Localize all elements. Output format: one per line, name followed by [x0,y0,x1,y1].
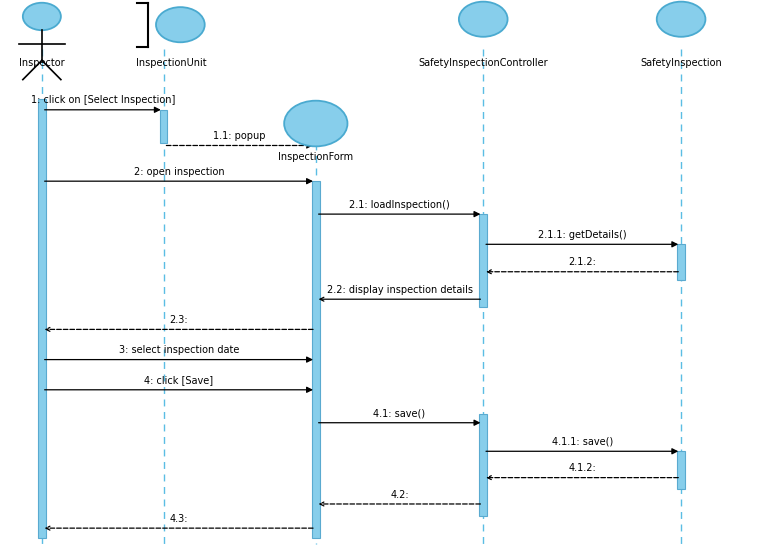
Bar [312,181,320,538]
Bar [479,214,487,307]
Text: 4: click [Save]: 4: click [Save] [145,376,213,385]
Bar [677,451,685,489]
Text: 4.1.1: save(): 4.1.1: save() [552,437,613,447]
Text: 2: open inspection: 2: open inspection [133,167,224,177]
Text: InspectionUnit: InspectionUnit [136,58,206,68]
Bar [677,244,685,280]
Text: InspectionForm: InspectionForm [279,152,353,162]
Text: 1.1: popup: 1.1: popup [214,131,266,141]
Text: 2.2: display inspection details: 2.2: display inspection details [326,285,473,295]
Text: 3: select inspection date: 3: select inspection date [119,345,239,355]
Text: 4.3:: 4.3: [170,514,188,524]
Circle shape [459,2,508,37]
Text: SafetyInspection: SafetyInspection [640,58,722,68]
Bar [160,110,167,143]
Text: SafetyInspectionController: SafetyInspectionController [419,58,548,68]
Text: 4.2:: 4.2: [390,490,409,500]
Text: 2.1.2:: 2.1.2: [568,257,596,267]
Circle shape [284,100,348,147]
Text: Inspector: Inspector [19,58,65,68]
Text: 2.3:: 2.3: [170,315,188,325]
Bar [479,414,487,516]
Bar [38,99,46,538]
Circle shape [23,3,61,30]
Circle shape [657,2,705,37]
Circle shape [156,7,205,42]
Text: 2.1: loadInspection(): 2.1: loadInspection() [349,200,450,210]
Text: 4.1: save(): 4.1: save() [374,408,425,418]
Text: 2.1.1: getDetails(): 2.1.1: getDetails() [538,230,626,240]
Text: 4.1.2:: 4.1.2: [568,463,596,473]
Text: 1: click on [Select Inspection]: 1: click on [Select Inspection] [30,96,175,105]
